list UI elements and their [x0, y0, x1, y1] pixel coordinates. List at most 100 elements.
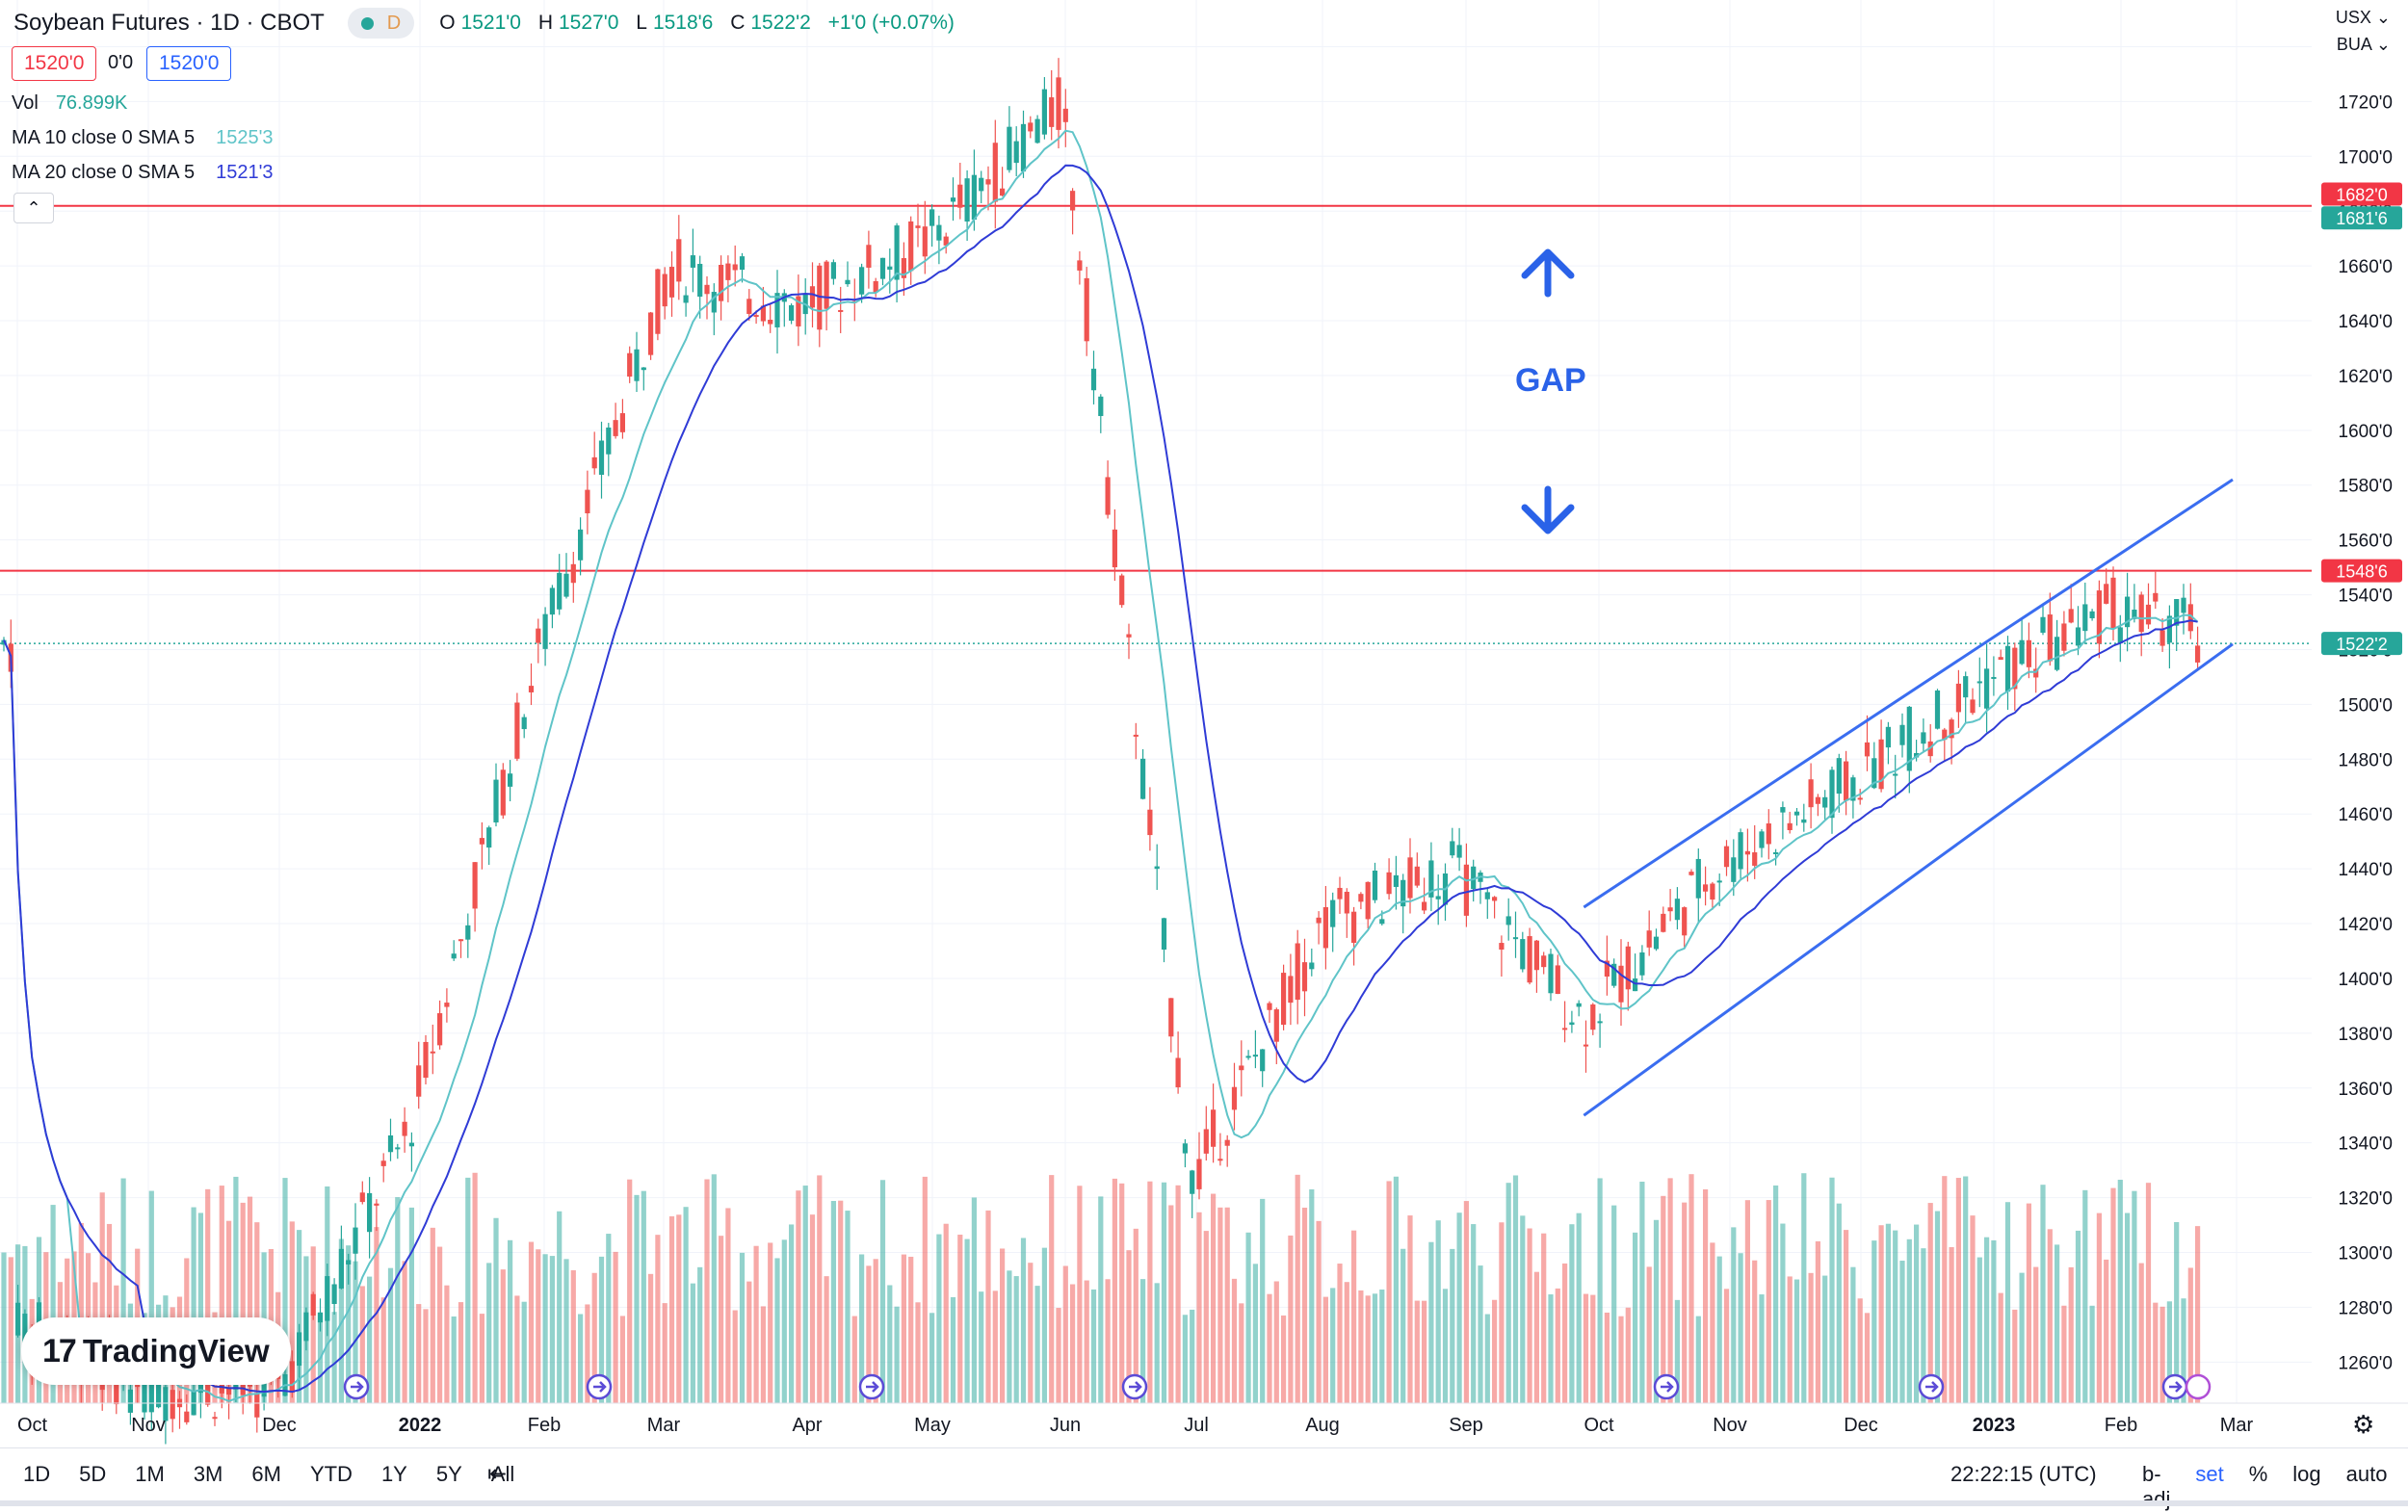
candle	[2055, 637, 2060, 670]
volume-bar	[353, 1261, 358, 1403]
volume-bar	[557, 1211, 563, 1403]
range-1y-button[interactable]: 1Y	[380, 1462, 407, 1486]
volume-bar	[929, 1313, 935, 1403]
candle	[943, 236, 949, 246]
x-tick-label: Nov	[131, 1415, 166, 1436]
volume-bar	[395, 1197, 401, 1403]
volume-bar	[1056, 1308, 1061, 1403]
indicator-label: MA 20 close 0 SMA 5	[12, 162, 196, 183]
candle	[359, 1192, 365, 1203]
arrow-up-icon	[1521, 248, 1575, 298]
candle	[824, 261, 829, 309]
volume-bar	[1759, 1294, 1765, 1403]
volume-bar	[796, 1190, 801, 1403]
candle	[887, 266, 893, 270]
candle	[1682, 907, 1688, 936]
range-6m-button[interactable]: 6M	[251, 1462, 281, 1486]
volume-bar	[817, 1175, 823, 1403]
range-1d-button[interactable]: 1D	[23, 1462, 51, 1486]
volume-bar	[1090, 1289, 1097, 1403]
volume-bar	[1914, 1224, 1920, 1403]
volume-bar	[1435, 1220, 1441, 1403]
candle	[1893, 773, 1898, 776]
volume-bar	[1337, 1264, 1343, 1403]
candle	[591, 456, 597, 469]
indicator-value: 76.899K	[55, 92, 128, 114]
indicator-ma10[interactable]: MA 10 close 0 SMA 5 1525'3	[12, 127, 274, 149]
symbol-title[interactable]: Soybean Futures · 1D · CBOT	[13, 10, 325, 36]
x-tick-label: Oct	[17, 1415, 48, 1436]
candle	[1738, 832, 1743, 870]
candle	[1182, 1143, 1188, 1154]
indicator-label: Vol	[12, 92, 39, 114]
event-markers[interactable]	[343, 1373, 2212, 1400]
volume-bar	[1471, 1224, 1477, 1403]
volume-bar	[1723, 1289, 1730, 1403]
candle	[219, 1382, 224, 1394]
auto-scale-toggle[interactable]: auto	[2345, 1462, 2388, 1486]
volume-bar	[1133, 1228, 1139, 1403]
range-all-button[interactable]: All	[490, 1462, 515, 1486]
candle	[971, 174, 977, 221]
collapse-legend-button[interactable]: ⌃	[13, 193, 54, 223]
candle	[992, 143, 998, 202]
trend-channel[interactable]	[1583, 478, 2234, 1117]
candle	[1435, 896, 1441, 899]
range-ytd-button[interactable]: YTD	[309, 1462, 353, 1486]
settlement-toggle[interactable]: set	[2195, 1462, 2224, 1486]
candle	[1000, 188, 1006, 196]
price-chart[interactable]: 1260'0 1280'0 1300'0 1320'0 1340'0 1360'0 1380…	[0, 0, 2408, 1445]
goto-date-icon[interactable]: ⇤	[487, 1461, 508, 1487]
currency-selector[interactable]: USX ⌄	[2335, 8, 2391, 27]
candle	[1955, 683, 1961, 713]
percent-scale-toggle[interactable]: %	[2248, 1462, 2268, 1486]
price-axis[interactable]: 1260'0 1280'0 1300'0 1320'0 1340'0 1360'0 1380…	[2339, 92, 2393, 1373]
candle	[1934, 690, 1941, 729]
candle	[254, 1393, 260, 1418]
candle	[1625, 946, 1631, 990]
unit-selector[interactable]: BUA ⌄	[2336, 35, 2391, 54]
volume-bar	[2033, 1266, 2039, 1403]
range-5d-button[interactable]: 5D	[79, 1462, 107, 1486]
indicator-volume[interactable]: Vol 76.899K	[12, 92, 127, 115]
volume-bar	[781, 1239, 787, 1403]
y-tick-label: 1360'0	[2339, 1080, 2393, 1100]
data-status-pill[interactable]: D	[347, 8, 415, 39]
candle	[1020, 123, 1027, 172]
candle	[668, 267, 675, 298]
candle	[479, 838, 484, 845]
volume-bar	[1450, 1248, 1455, 1403]
volume-bar	[451, 1316, 457, 1403]
volume-bar	[943, 1223, 949, 1403]
gap-annotation[interactable]: GAP	[1515, 362, 1586, 399]
time-axis[interactable]: Oct Nov Dec 2022 Feb Mar Apr May Jun Jul Aug Sep Oct…	[0, 1402, 2408, 1436]
utc-clock[interactable]: 22:22:15 (UTC)	[1950, 1462, 2097, 1486]
volume-bar	[2104, 1259, 2109, 1403]
volume-bar	[1499, 1222, 1505, 1403]
candle	[1773, 851, 1779, 854]
range-1m-button[interactable]: 1M	[135, 1462, 165, 1486]
volume-bar	[2012, 1309, 2018, 1403]
volume-bar	[99, 1192, 105, 1403]
tradingview-watermark[interactable]: 17 TradingView	[21, 1317, 291, 1385]
buy-button[interactable]: 1520'0	[146, 46, 232, 81]
volume-bar	[1752, 1260, 1758, 1403]
volume-bar	[1407, 1215, 1413, 1403]
volume-bar	[2075, 1230, 2081, 1403]
candle	[1492, 897, 1498, 901]
range-3m-button[interactable]: 3M	[193, 1462, 223, 1486]
candle	[297, 1332, 302, 1367]
horizontal-lines[interactable]	[0, 204, 2312, 644]
indicator-ma20[interactable]: MA 20 close 0 SMA 5 1521'3	[12, 162, 274, 184]
volume-bar	[768, 1242, 773, 1403]
candle	[387, 1134, 394, 1153]
candle	[2075, 627, 2081, 646]
range-5y-button[interactable]: 5Y	[435, 1462, 462, 1486]
candle	[500, 769, 506, 816]
candle	[1309, 962, 1315, 970]
log-scale-toggle[interactable]: log	[2292, 1462, 2321, 1486]
y-tick-label: 1640'0	[2339, 312, 2393, 332]
candle	[1541, 955, 1547, 968]
sell-button[interactable]: 1520'0	[12, 46, 97, 81]
gear-icon[interactable]: ⚙	[2352, 1410, 2375, 1439]
